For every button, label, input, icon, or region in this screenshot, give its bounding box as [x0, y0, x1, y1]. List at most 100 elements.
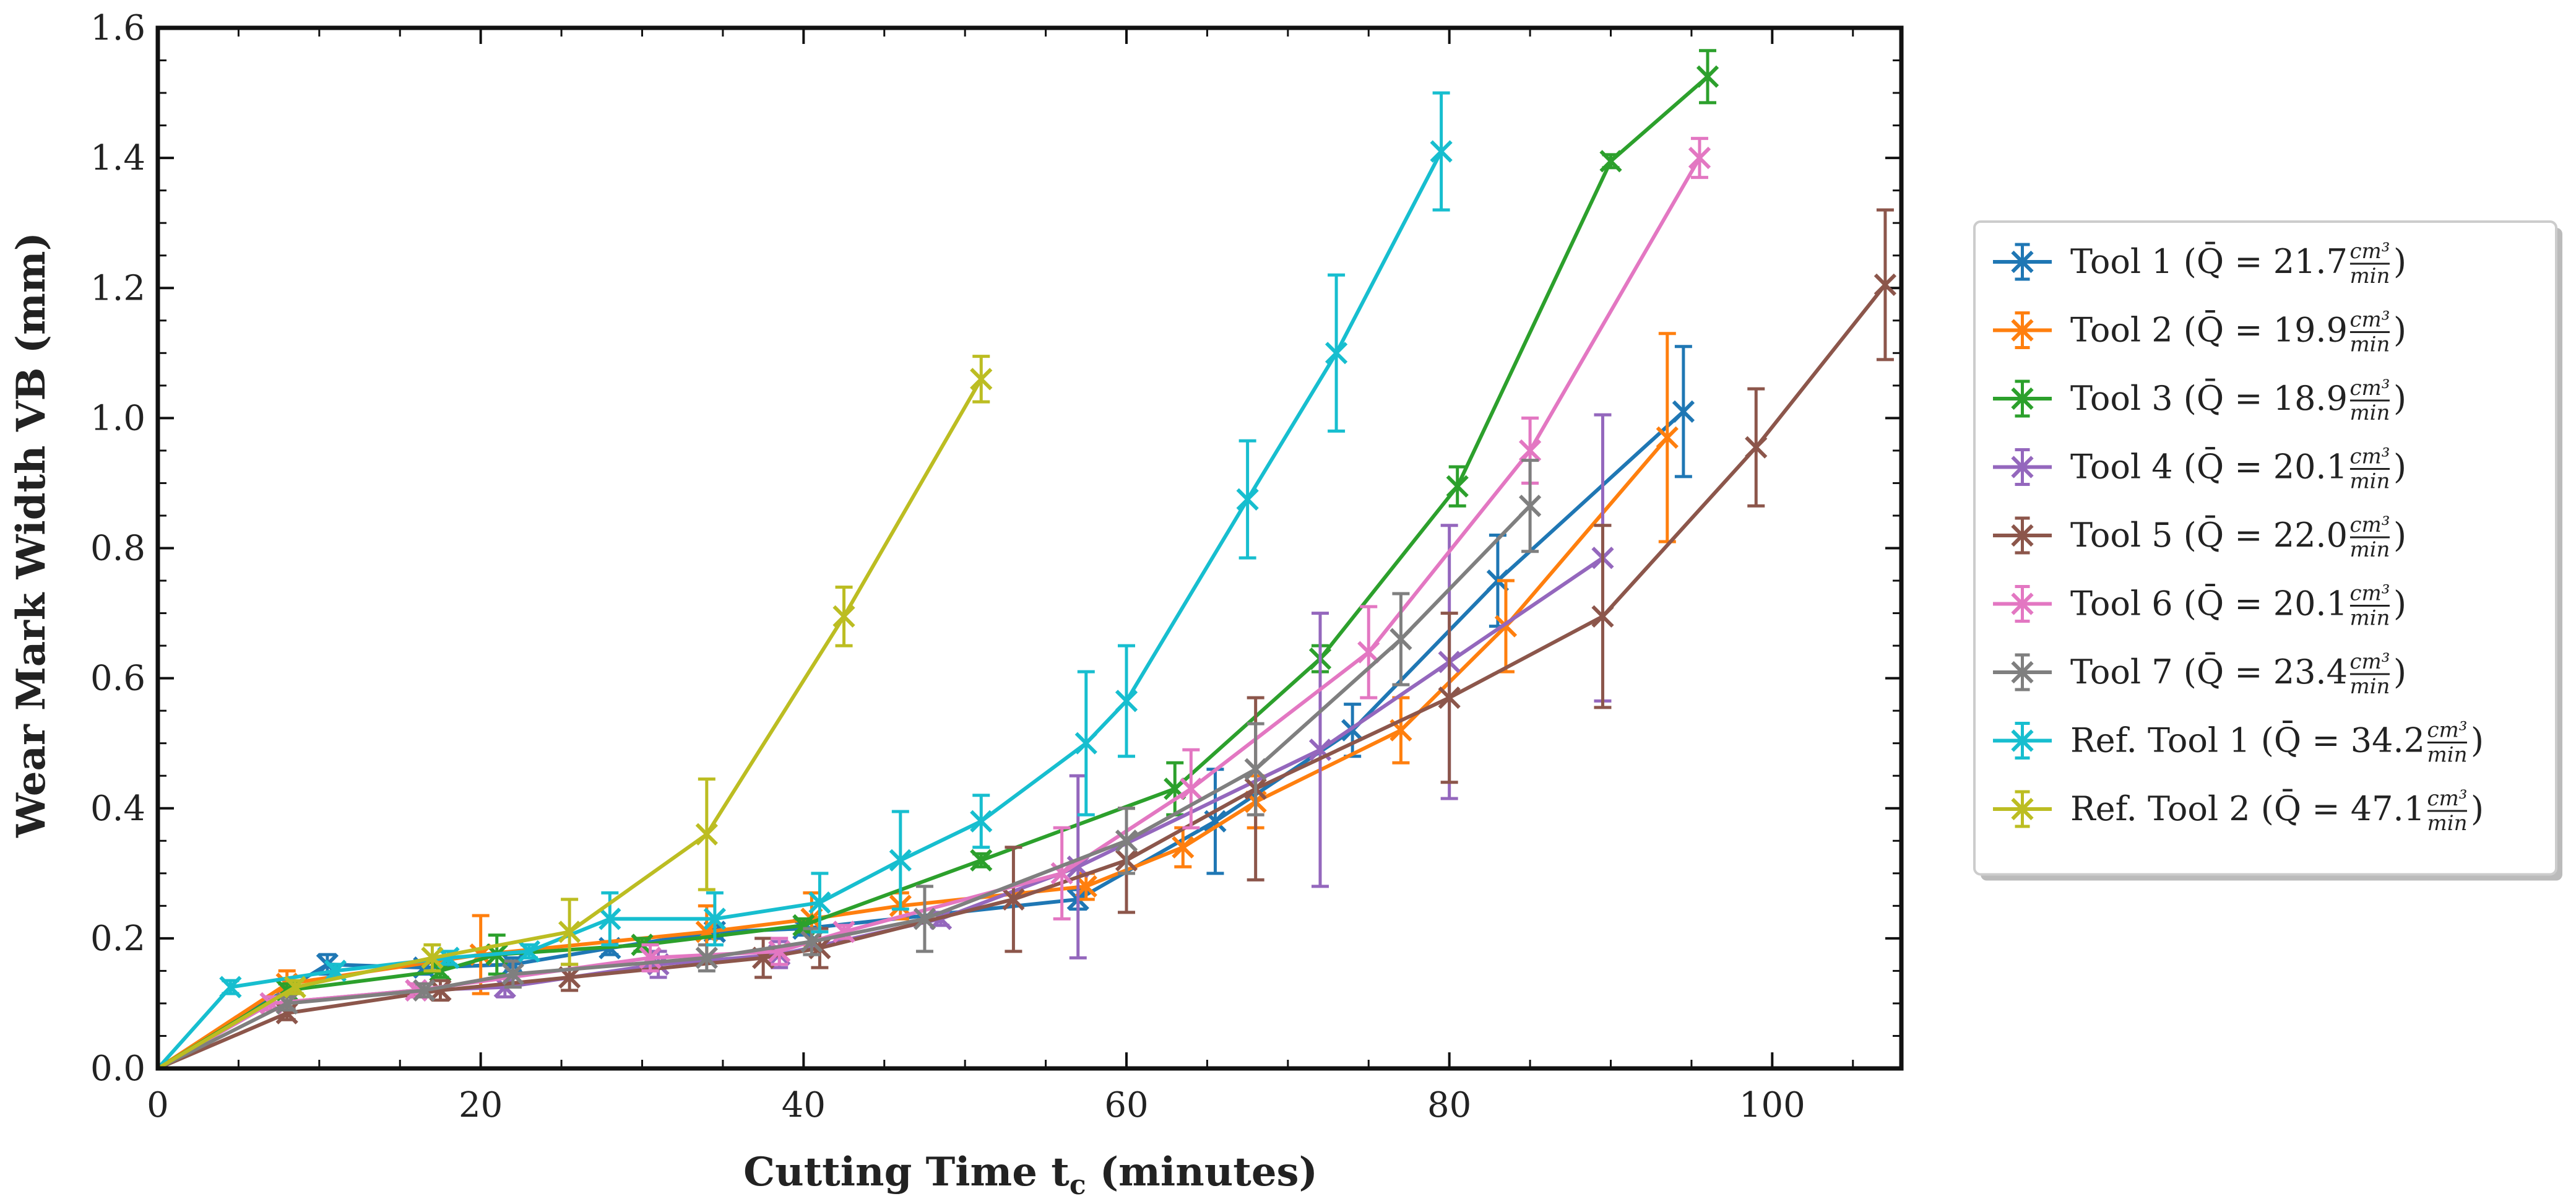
legend-close-paren: )	[2393, 584, 2406, 623]
legend-label: Tool 7 (Q̄ = 23.4	[2070, 652, 2348, 691]
legend-unit-num: cm³	[2349, 649, 2390, 674]
legend-unit-num: cm³	[2349, 581, 2390, 606]
data-point-marker	[283, 976, 306, 998]
data-point-marker	[703, 907, 726, 930]
legend-unit-den: min	[2349, 537, 2390, 562]
data-point-marker	[437, 946, 460, 969]
data-point-marker	[1688, 147, 1711, 170]
data-point-marker	[970, 368, 993, 391]
series-tool-3	[157, 49, 1719, 1070]
x-tick-label: 40	[782, 1085, 826, 1125]
x-tick-label: 20	[459, 1085, 503, 1125]
data-point-marker	[1696, 65, 1719, 88]
data-point-marker	[1115, 690, 1138, 712]
y-tick-label: 1.2	[90, 268, 145, 308]
data-point-marker	[970, 849, 993, 872]
legend-label: Tool 5 (Q̄ = 22.0	[2070, 515, 2348, 555]
y-tick-label: 0.2	[90, 919, 145, 959]
data-point-marker	[1438, 686, 1461, 709]
legend-label: Tool 4 (Q̄ = 20.1	[2070, 447, 2348, 487]
y-axis-title: Wear Mark Width VB (mm)	[8, 232, 54, 838]
legend-unit-num: cm³	[2349, 376, 2390, 401]
data-point-marker	[1074, 732, 1097, 755]
data-point-marker	[1446, 475, 1469, 498]
data-point-marker	[808, 891, 831, 914]
y-tick-label: 0.4	[90, 789, 145, 829]
legend-close-paren: )	[2393, 448, 2406, 487]
legend-label: Tool 2 (Q̄ = 19.9	[2070, 310, 2348, 350]
data-point-marker	[1518, 439, 1542, 462]
data-point-marker	[429, 979, 452, 1002]
data-point-marker	[1002, 888, 1025, 911]
data-point-marker	[889, 849, 912, 872]
y-tick-label: 0.8	[90, 529, 145, 569]
data-point-marker	[1599, 150, 1622, 173]
legend-unit-num: cm³	[2349, 308, 2390, 332]
data-point-marker	[1591, 605, 1614, 628]
data-point-marker	[832, 920, 855, 943]
legend-unit-den: min	[2349, 401, 2390, 425]
data-point-marker	[1430, 140, 1453, 163]
data-point-marker	[421, 946, 444, 969]
legend-unit-den: min	[2349, 332, 2390, 357]
data-point-marker	[1357, 641, 1380, 664]
legend-label: Tool 3 (Q̄ = 18.9	[2070, 378, 2348, 418]
legend-close-paren: )	[2393, 242, 2406, 281]
legend-close-paren: )	[2393, 379, 2406, 418]
legend-unit-den: min	[2349, 469, 2390, 494]
data-point-marker	[1244, 758, 1267, 781]
x-tick-label: 100	[1739, 1085, 1805, 1125]
legend-unit-num: cm³	[2427, 786, 2468, 811]
legend-close-paren: )	[2393, 652, 2406, 691]
x-tick-label: 80	[1427, 1085, 1471, 1125]
y-tick-label: 1.0	[90, 398, 145, 438]
legend-label: Ref. Tool 2 (Q̄ = 47.1	[2070, 789, 2425, 828]
data-point-marker	[913, 907, 936, 930]
legend-close-paren: )	[2393, 516, 2406, 555]
legend-box	[1973, 220, 2557, 876]
legend-label: Ref. Tool 1 (Q̄ = 34.2	[2070, 721, 2425, 760]
data-point-marker	[599, 907, 621, 930]
series-tool-7	[157, 459, 1542, 1070]
data-point-marker	[1656, 426, 1679, 449]
data-point-marker	[219, 976, 242, 998]
data-point-marker	[800, 930, 823, 953]
legend-close-paren: )	[2471, 721, 2484, 760]
x-axis-title: Cutting Time tc (minutes)	[743, 1149, 1318, 1201]
x-tick-label: 0	[147, 1085, 169, 1125]
plot-series	[156, 49, 1897, 1070]
legend-unit-num: cm³	[2349, 444, 2390, 469]
legend-unit-num: cm³	[2427, 718, 2468, 743]
data-point-marker	[1172, 836, 1195, 859]
data-point-marker	[1115, 829, 1138, 852]
legend-label: Tool 1 (Q̄ = 21.7	[2070, 241, 2348, 281]
data-point-marker	[695, 946, 718, 969]
x-tick-label: 60	[1104, 1085, 1148, 1125]
data-point-marker	[501, 963, 524, 985]
legend-label: Tool 6 (Q̄ = 20.1	[2070, 584, 2348, 623]
legend-unit-den: min	[2349, 674, 2390, 699]
legend-unit-den: min	[2427, 811, 2467, 836]
data-point-marker	[413, 979, 436, 1002]
data-point-marker	[970, 810, 993, 833]
series-ref-tool-2	[157, 355, 993, 1070]
data-point-marker	[1236, 488, 1259, 511]
legend-unit-num: cm³	[2349, 239, 2390, 264]
data-point-marker	[1518, 495, 1542, 518]
series-line	[157, 75, 1709, 1070]
legend-unit-num: cm³	[2349, 513, 2390, 537]
data-point-marker	[832, 605, 855, 628]
data-point-marker	[1390, 628, 1412, 651]
data-point-marker	[517, 940, 541, 963]
data-point-marker	[695, 823, 718, 846]
legend-unit-den: min	[2427, 743, 2467, 768]
